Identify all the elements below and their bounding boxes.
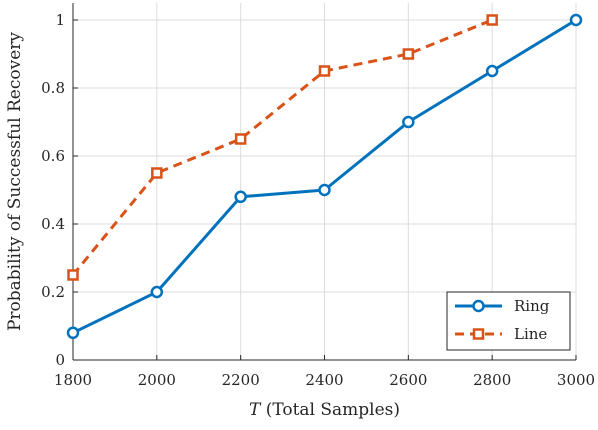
y-tick-label: 1 [55,11,65,29]
data-point-ring [485,64,499,78]
data-point-line [67,269,79,281]
axes [72,3,577,361]
tick-labels: 1800 2000 2200 2400 2600 2800 3000 0 0.2 0.4 0.6 0.… [41,11,595,389]
data-point-ring [569,13,583,27]
data-point-ring [402,115,415,129]
data-point-line [151,167,163,179]
x-axis-title: T (Total Samples) [249,400,400,420]
legend-marker-line [472,328,485,340]
data-point-ring [234,190,247,204]
y-tick-label: 0 [55,351,65,369]
series-line-line [71,18,493,276]
legend-marker-ring [472,299,485,313]
data-point-line [486,14,498,26]
x-tick-label: 2200 [222,371,260,389]
series-layer [66,13,583,340]
y-tick-label: 0.8 [41,79,65,97]
x-tick-label: 2600 [389,371,427,389]
data-point-ring [150,285,164,299]
legend: Ring Line [446,291,571,351]
legend-label-line: Line [514,325,547,343]
y-tick-label: 0.6 [41,147,65,165]
x-tick-label: 3000 [557,371,595,389]
data-point-line [318,65,331,77]
data-point-line [402,48,415,60]
series-ring [66,13,583,340]
legend-box [446,291,571,351]
x-tick-label: 2400 [305,371,343,389]
x-tick-label: 2800 [473,371,511,389]
series-line [67,14,498,281]
legend-label-ring: Ring [514,297,550,315]
x-axis-title-text: (Total Samples) [260,400,400,420]
x-tick-label: 1800 [54,371,92,389]
x-axis-title-variable: T [249,400,262,420]
data-point-ring [318,183,331,197]
data-point-line [234,133,247,145]
y-tick-label: 0.4 [41,215,65,233]
data-point-ring [66,326,80,340]
y-tick-label: 0.2 [41,283,65,301]
y-axis-title: Probability of Successful Recovery [5,32,25,331]
x-tick-label: 2000 [138,371,176,389]
